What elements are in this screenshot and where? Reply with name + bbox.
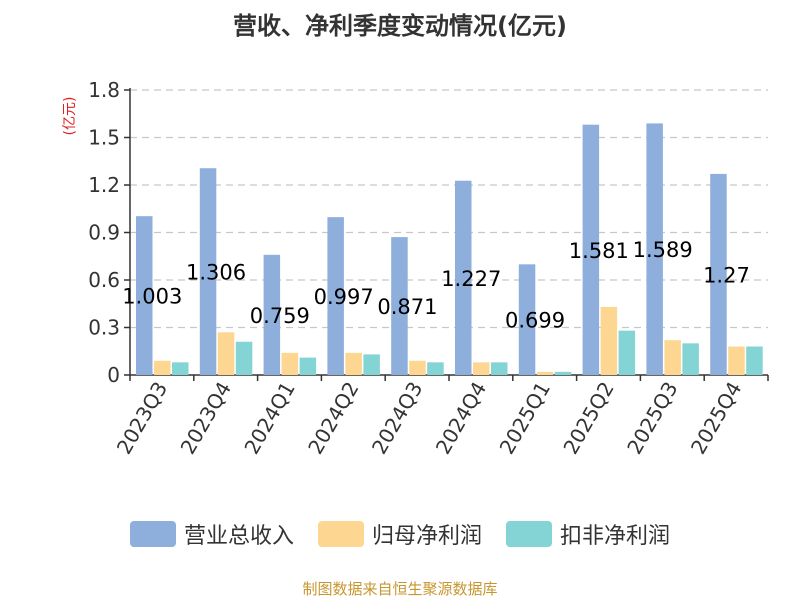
bar-deducted-profit [299,357,317,375]
bar-net-profit [281,352,299,375]
bar-revenue [582,124,600,375]
x-tick-label: 2025Q4 [686,378,746,459]
legend-swatch-net-profit [317,521,364,547]
x-tick-label: 2024Q2 [303,378,363,459]
bar-revenue [199,168,217,375]
y-tick-label: 0.3 [88,316,120,340]
bar-revenue [710,173,727,375]
bar-revenue [518,264,536,375]
data-label-revenue: 0.759 [250,304,310,328]
bar-deducted-profit [746,346,763,375]
bar-revenue [136,216,153,375]
bar-net-profit [536,371,554,375]
bar-net-profit [409,360,426,375]
legend-item-deducted-profit[interactable]: 扣非净利润 [506,518,670,550]
chart-legend: 营业总收入 归母净利润 扣非净利润 [0,518,800,550]
bar-revenue [327,217,344,375]
bar-net-profit [154,360,171,375]
bar-revenue [391,237,408,375]
bar-deducted-profit [427,362,444,375]
x-tick-label: 2024Q3 [367,378,427,459]
bar-net-profit [600,306,618,375]
data-source-note: 制图数据来自恒生聚源数据库 [302,580,498,598]
bar-revenue [455,180,472,375]
y-tick-label: 1.5 [88,126,120,150]
bar-deducted-profit [618,330,636,375]
legend-label-revenue: 营业总收入 [183,524,294,549]
bar-deducted-profit [172,362,189,375]
bar-chart: 0 0.3 0.6 0.9 1.2 1.5 1.8 (亿元) 2023Q3 1.003 2023Q4… [62,78,769,459]
data-label-revenue: 0.699 [505,309,565,333]
x-tick-label: 2023Q3 [112,378,172,459]
x-tick-label: 2025Q1 [495,378,555,459]
bar-net-profit [345,352,362,375]
chart-title: 营收、净利季度变动情况(亿元) [233,12,567,40]
y-axis-label: (亿元) [62,97,78,136]
legend-swatch-revenue [129,521,176,547]
data-label-revenue: 1.003 [122,285,182,309]
legend-item-revenue[interactable]: 营业总收入 [129,518,294,550]
legend-label-net-profit: 归母净利润 [371,524,482,549]
data-label-revenue: 1.581 [569,239,629,263]
legend-label-deducted-profit: 扣非净利润 [560,524,671,549]
bar-net-profit [664,340,681,375]
data-label-revenue: 1.306 [186,261,246,285]
y-tick-label: 1.8 [88,78,120,102]
x-tick-label: 2025Q3 [622,378,682,459]
bar-deducted-profit [491,362,508,375]
bar-revenue [646,123,663,376]
y-tick-label: 0.6 [88,268,120,292]
x-tick-label: 2024Q4 [431,378,491,459]
y-tick-label: 1.2 [88,173,120,197]
bar-net-profit [728,346,745,375]
x-tick-label: 2024Q1 [239,378,299,459]
bar-revenue [263,254,281,375]
x-tick-label: 2025Q2 [558,378,618,459]
data-label-revenue: 1.589 [633,238,693,262]
legend-item-net-profit[interactable]: 归母净利润 [317,518,482,550]
y-tick-label: 0 [107,363,120,387]
x-tick-label: 2023Q4 [176,378,236,459]
bar-deducted-profit [554,371,572,375]
legend-swatch-deducted-profit [506,521,552,547]
bar-net-profit [473,362,490,375]
bar-deducted-profit [235,341,253,375]
data-label-revenue: 1.227 [441,267,501,291]
bar-deducted-profit [363,354,380,375]
data-label-revenue: 0.997 [314,285,374,309]
bar-deducted-profit [682,343,699,375]
y-tick-label: 0.9 [88,221,120,245]
data-label-revenue: 0.871 [377,295,437,319]
data-label-revenue: 1.27 [703,263,750,287]
bar-net-profit [217,332,235,375]
